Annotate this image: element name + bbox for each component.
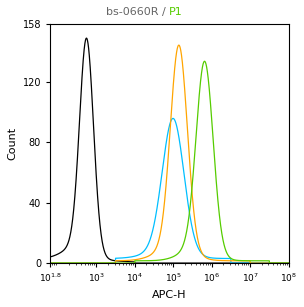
- Y-axis label: Count: Count: [7, 127, 17, 160]
- Text: P1: P1: [169, 7, 183, 17]
- X-axis label: APC-H: APC-H: [152, 290, 187, 300]
- Text: bs-0660R /: bs-0660R /: [106, 7, 169, 17]
